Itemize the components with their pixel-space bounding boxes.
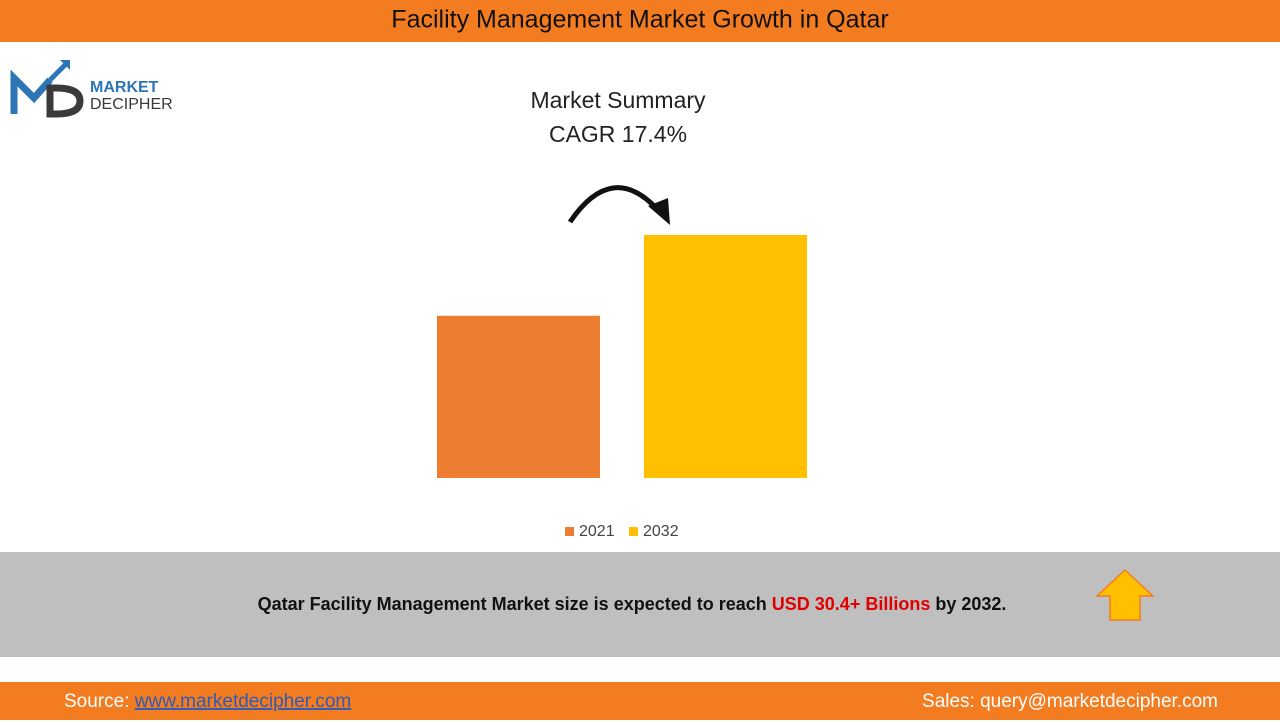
plot-area: [437, 235, 807, 478]
footer-bar: [0, 682, 1280, 720]
header-bar: [0, 0, 1280, 42]
up-arrow: [1095, 568, 1155, 621]
banner-text: Qatar Facility Management Market size is…: [258, 594, 1007, 614]
footer-source-link[interactable]: www.marketdecipher.com: [134, 691, 351, 712]
logo-line2: DECIPHER: [90, 96, 173, 113]
logo: MARKET DECIPHER: [10, 60, 173, 118]
legend-swatch: [629, 527, 638, 536]
logo-line1: MARKET: [90, 79, 159, 96]
banner-highlight: USD 30.4+ Billions: [772, 594, 931, 614]
chart-title: Market Summary: [530, 87, 706, 113]
bar: [644, 235, 807, 478]
footer-sales: Sales: query@marketdecipher.com: [922, 691, 1218, 712]
chart-subtitle: CAGR 17.4%: [549, 121, 687, 147]
header-title: Facility Management Market Growth in Qat…: [391, 6, 888, 34]
legend-swatch: [565, 527, 574, 536]
legend-label: 2032: [643, 523, 679, 540]
banner-before: Qatar Facility Management Market size is…: [258, 594, 767, 614]
banner-after: by 2032.: [935, 594, 1006, 614]
footer-source: Source: www.marketdecipher.com: [64, 691, 351, 712]
logo-arrow: [48, 62, 68, 82]
logo-m: [10, 69, 53, 114]
curved-arrowhead: [648, 198, 670, 225]
banner: [0, 552, 1280, 657]
footer-source-label: Source:: [64, 691, 129, 712]
bar: [437, 315, 600, 478]
logo-arrowhead: [60, 60, 70, 70]
legend: 2021 2032: [565, 523, 679, 540]
curved-arrow: [567, 185, 660, 224]
legend-label: 2021: [579, 523, 615, 540]
logo-d: [46, 84, 84, 118]
